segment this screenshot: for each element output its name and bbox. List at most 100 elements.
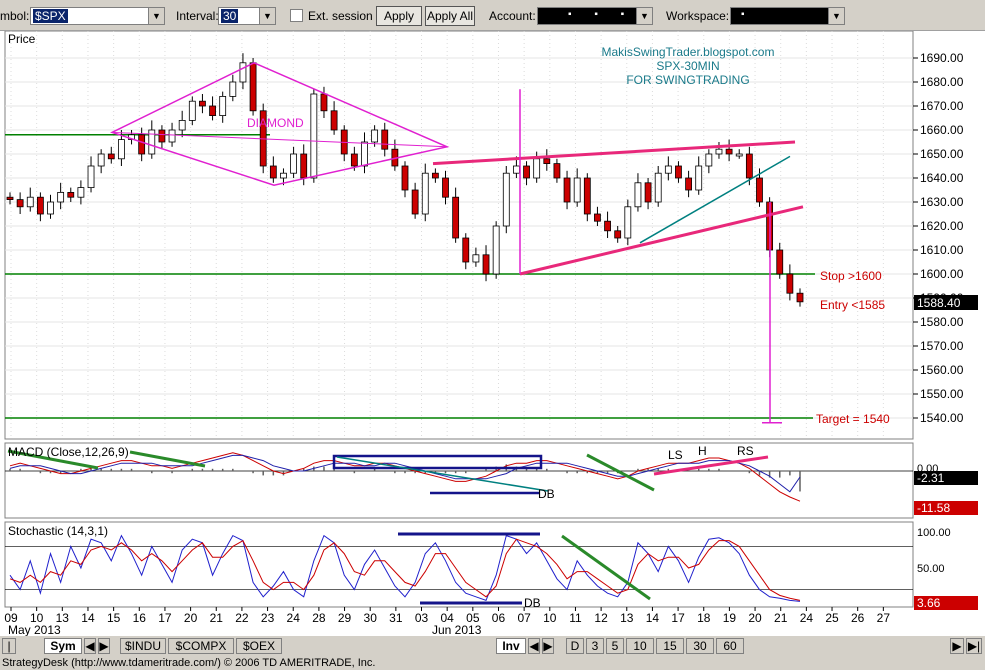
candle-body: [6, 196, 14, 200]
y-tick-label: 1690.00: [920, 51, 964, 65]
x-tick-label: 18: [697, 611, 711, 625]
candle-body: [371, 129, 379, 143]
interval-tab-5[interactable]: 5: [606, 638, 624, 654]
candle-body: [594, 213, 601, 222]
macd-title: MACD (Close,12,26,9): [8, 445, 129, 459]
x-tick-label: 09: [4, 611, 18, 625]
interval-tab-60[interactable]: 60: [716, 638, 744, 654]
y-tick-label: 1620.00: [920, 219, 964, 233]
scroll-next-button[interactable]: ▶: [950, 638, 964, 654]
x-tick-label: 21: [774, 611, 788, 625]
sym-tab[interactable]: Sym: [44, 638, 82, 654]
apply-button[interactable]: Apply: [376, 6, 422, 26]
candle-body: [735, 153, 743, 157]
candle-body: [178, 120, 186, 131]
interval-tab-3[interactable]: 3: [586, 638, 604, 654]
account-combo[interactable]: ▪ ▪ ▪ ▼: [537, 7, 653, 25]
candle-body: [462, 237, 470, 263]
stoch-value: 3.66: [917, 596, 941, 610]
candle-body: [695, 165, 703, 191]
toolbar: mbol: $SPX ▼ Interval: 30 ▼ Ext. session…: [0, 0, 985, 31]
candle-body: [290, 153, 297, 174]
candle-body: [381, 129, 389, 150]
stoch-title: Stochastic (14,3,1): [8, 524, 108, 538]
x-tick-label: 10: [30, 611, 44, 625]
candle-body: [168, 129, 176, 143]
macd-divergence-green-1: [7, 449, 99, 470]
candle-body: [492, 225, 500, 275]
symbol-label: mbol:: [0, 9, 30, 23]
account-value: ▪ ▪ ▪: [568, 9, 635, 20]
macd-signal-box: [914, 501, 978, 515]
candle-body: [644, 182, 652, 203]
candle-body: [705, 153, 713, 167]
chevron-down-icon[interactable]: ▼: [828, 8, 844, 24]
inv-right-icon[interactable]: ▶: [542, 638, 554, 654]
price-panel-title: Price: [8, 32, 36, 46]
macd-divergence-green-3: [586, 453, 655, 492]
x-tick-label: 07: [517, 611, 531, 625]
candle-body: [513, 165, 520, 174]
interval-tab-30[interactable]: 30: [686, 638, 714, 654]
status-bar: StrategyDesk (http://www.tdameritrade.co…: [0, 656, 985, 670]
entry-label: Entry <1585: [820, 298, 885, 312]
symbol-value: $SPX: [33, 9, 68, 23]
account-label: Account:: [489, 9, 536, 23]
y-tick-label: 1560.00: [920, 363, 964, 377]
inv-tab[interactable]: Inv: [496, 638, 526, 654]
macd-trend-line: [336, 456, 549, 492]
candle-body: [745, 153, 753, 179]
target-label: Target = 1540: [816, 412, 890, 426]
candle-body: [543, 158, 551, 165]
candle-body: [664, 165, 672, 174]
trend-line: [639, 155, 791, 244]
scroll-left-icon[interactable]: ◀: [84, 638, 96, 654]
x-tick-label: 16: [133, 611, 147, 625]
y-tick-label: 1610.00: [920, 243, 964, 257]
chart-area[interactable]: 09 10 13 14 15 16 17 20 21 22 23 24 28 29 30 31 03 04 05 06…: [0, 30, 985, 637]
chevron-down-icon[interactable]: ▼: [148, 8, 164, 24]
interval-tab-15[interactable]: 15: [656, 638, 684, 654]
candle-body: [47, 201, 54, 215]
interval-tab-10[interactable]: 10: [626, 638, 654, 654]
workspace-combo[interactable]: ▪ ▼: [730, 7, 845, 25]
scroll-last-button[interactable]: ▶|: [966, 638, 982, 654]
x-tick-label: 04: [440, 611, 454, 625]
candle-body: [523, 165, 530, 179]
candle-body: [675, 165, 682, 179]
stoch-d-line: [9, 538, 801, 601]
stop-label: Stop >1600: [820, 269, 882, 283]
stochastic-panel: [4, 521, 914, 608]
candle-body: [300, 153, 308, 179]
x-tick-label: 21: [210, 611, 224, 625]
x-tick-label: 27: [877, 611, 891, 625]
candle-body: [269, 165, 277, 179]
x-tick-label: 11: [569, 611, 582, 625]
interval-tab-d[interactable]: D: [566, 638, 584, 654]
interval-value: 30: [221, 9, 239, 23]
y-tick-label: 1580.00: [920, 315, 964, 329]
candle-body: [776, 249, 784, 275]
candle-body: [280, 172, 287, 179]
candle-body: [796, 292, 804, 303]
inv-left-icon[interactable]: ◀: [528, 638, 540, 654]
chevron-down-icon[interactable]: ▼: [636, 8, 652, 24]
symbol-tab-compx[interactable]: $COMPX: [168, 638, 234, 654]
symbol-tab-oex[interactable]: $OEX: [236, 638, 282, 654]
signal-line: [9, 454, 801, 493]
x-tick-label: 03: [415, 611, 429, 625]
scroll-first-button[interactable]: |◀: [2, 638, 16, 667]
month-label-jun: Jun 2013: [432, 623, 482, 636]
interval-label: Interval:: [176, 9, 219, 23]
ext-session-checkbox[interactable]: [290, 9, 303, 22]
apply-all-button[interactable]: Apply All: [425, 6, 475, 26]
chevron-down-icon[interactable]: ▼: [259, 8, 275, 24]
candle-body: [249, 62, 257, 112]
symbol-combo[interactable]: $SPX ▼: [30, 7, 165, 25]
interval-combo[interactable]: 30 ▼: [218, 7, 276, 25]
symbol-tab-indu[interactable]: $INDU: [120, 638, 166, 654]
candle-body: [97, 153, 105, 167]
scroll-right-icon[interactable]: ▶: [98, 638, 110, 654]
x-tick-label: 14: [646, 611, 660, 625]
candle-body: [472, 254, 480, 263]
